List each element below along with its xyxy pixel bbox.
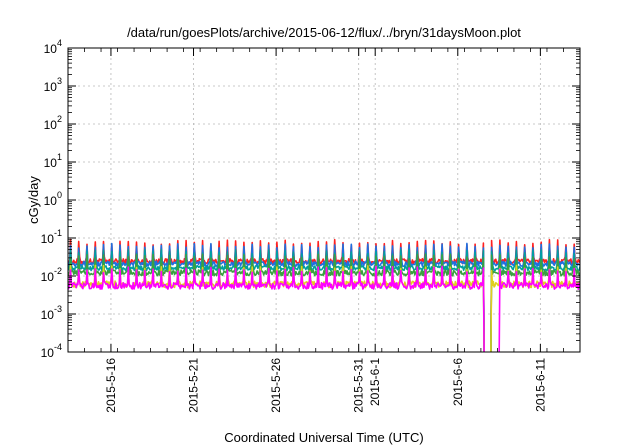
y-tick-label: 101 [44,152,62,170]
x-tick-label: 2015-5-16 [104,358,118,413]
x-tick-label: 2015-5-31 [352,358,366,413]
x-tick-label: 2015-5-26 [269,358,283,413]
y-tick-label: 10-3 [41,304,62,322]
series-line [68,253,580,352]
x-tick-label: 2015-6-1 [368,358,382,406]
x-tick-label: 2015-6-11 [533,358,547,412]
y-tick-label: 104 [44,38,62,56]
y-tick-label: 100 [44,190,62,208]
grid [68,48,580,352]
x-axis-label: Coordinated Universal Time (UTC) [224,430,423,445]
y-tick-label: 10-4 [41,342,62,360]
series-layer [68,238,580,352]
y-tick-labels: 104 103 102 101 100 10-1 10-2 10-3 10-4 [41,38,62,360]
y-tick-label: 103 [44,76,62,94]
y-tick-label: 10-2 [41,266,62,284]
x-tick-labels: 2015-5-16 2015-5-21 2015-5-26 2015-5-31 2015… [104,358,547,413]
chart-title: /data/run/goesPlots/archive/2015-06-12/f… [127,25,521,40]
y-tick-label: 10-1 [41,228,62,246]
y-axis-label: cGy/day [26,176,41,224]
ticks [68,47,580,353]
x-tick-label: 2015-6-6 [451,358,465,406]
x-tick-label: 2015-5-21 [187,358,201,413]
series-line [68,265,580,352]
y-tick-label: 102 [44,114,62,132]
